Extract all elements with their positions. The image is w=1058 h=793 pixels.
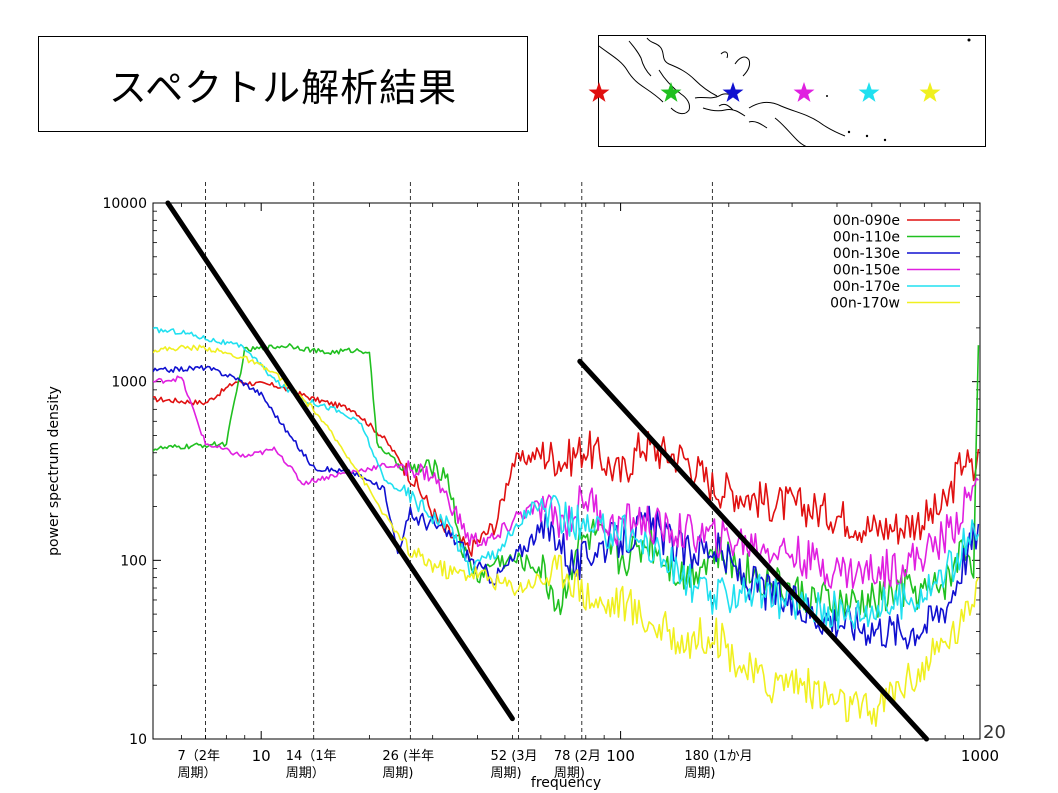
y-axis-label: power spectrum density	[46, 386, 62, 556]
period-label: 52 (3月 周期)	[491, 748, 538, 782]
spectrum-chart: 10 100 1000 10000 10 100 1000 00n-090e00n-110e…	[46, 182, 999, 791]
legend-label: 00n-170e	[833, 279, 900, 295]
period-label-freq: 180 (1か月	[684, 749, 753, 764]
series-line-00n-130e	[153, 364, 980, 650]
reference-lines	[165, 200, 930, 742]
station-star-icon	[588, 82, 610, 102]
period-label-text: 周期)	[684, 766, 716, 781]
period-label-text: 周期)	[490, 766, 522, 781]
period-label: 14（1年周期）	[286, 748, 337, 782]
station-star-icon	[793, 82, 815, 102]
period-label: 7（2年周期）	[178, 748, 221, 782]
plot-frame	[152, 202, 981, 740]
period-vertical-lines	[205, 182, 713, 739]
legend-label: 00n-130e	[833, 246, 900, 262]
period-label-freq: 52 (3月	[490, 749, 538, 764]
x-tick-label: 100	[606, 747, 635, 765]
y-tick-label: 10	[129, 732, 147, 748]
station-star-icon	[660, 82, 682, 102]
y-tick-label: 100	[120, 553, 147, 569]
period-label-freq: 14（1年	[285, 749, 337, 764]
legend-label: 00n-090e	[833, 213, 900, 229]
station-star-icon	[858, 82, 880, 102]
station-star-icon	[722, 82, 744, 102]
period-label-text: 周期）	[177, 766, 217, 781]
x-tick-label: 1000	[961, 747, 999, 765]
period-label: 26 (半年 周期)	[382, 748, 434, 782]
reference-line	[577, 358, 930, 742]
period-label-freq: 26 (半年	[382, 749, 435, 764]
x-axis-label: frequency	[531, 775, 601, 791]
x-tick-label: 10	[252, 747, 271, 765]
series-line-00n-110e	[153, 343, 980, 622]
y-tick-label: 10000	[102, 196, 147, 212]
page-number: 20	[983, 722, 1006, 743]
map-coastlines	[599, 37, 971, 146]
legend-label: 00n-110e	[833, 230, 900, 246]
series-lines	[153, 326, 980, 727]
slide-title: スペクトル解析結果	[108, 65, 458, 110]
period-label: 78 (2月 周期)	[554, 748, 601, 782]
legend-label: 00n-170w	[830, 296, 900, 312]
period-label-freq: 7（2年	[177, 749, 221, 764]
chart-legend: 00n-090e00n-110e00n-130e00n-150e00n-170e…	[830, 213, 960, 312]
period-label-text: 周期)	[553, 766, 585, 781]
period-label-freq: 78 (2月	[553, 749, 601, 764]
legend-label: 00n-150e	[833, 263, 900, 279]
period-label-text: 周期）	[285, 766, 325, 781]
reference-line	[165, 200, 515, 722]
period-label: 180 (1か月 周期)	[684, 748, 752, 782]
period-label-text: 周期)	[382, 766, 414, 781]
axis-ticks: 10 100 1000 10000 10 100 1000	[102, 196, 999, 765]
y-tick-label: 1000	[111, 375, 147, 391]
station-star-icon	[919, 82, 941, 102]
slide-title-box: スペクトル解析結果	[38, 36, 528, 132]
